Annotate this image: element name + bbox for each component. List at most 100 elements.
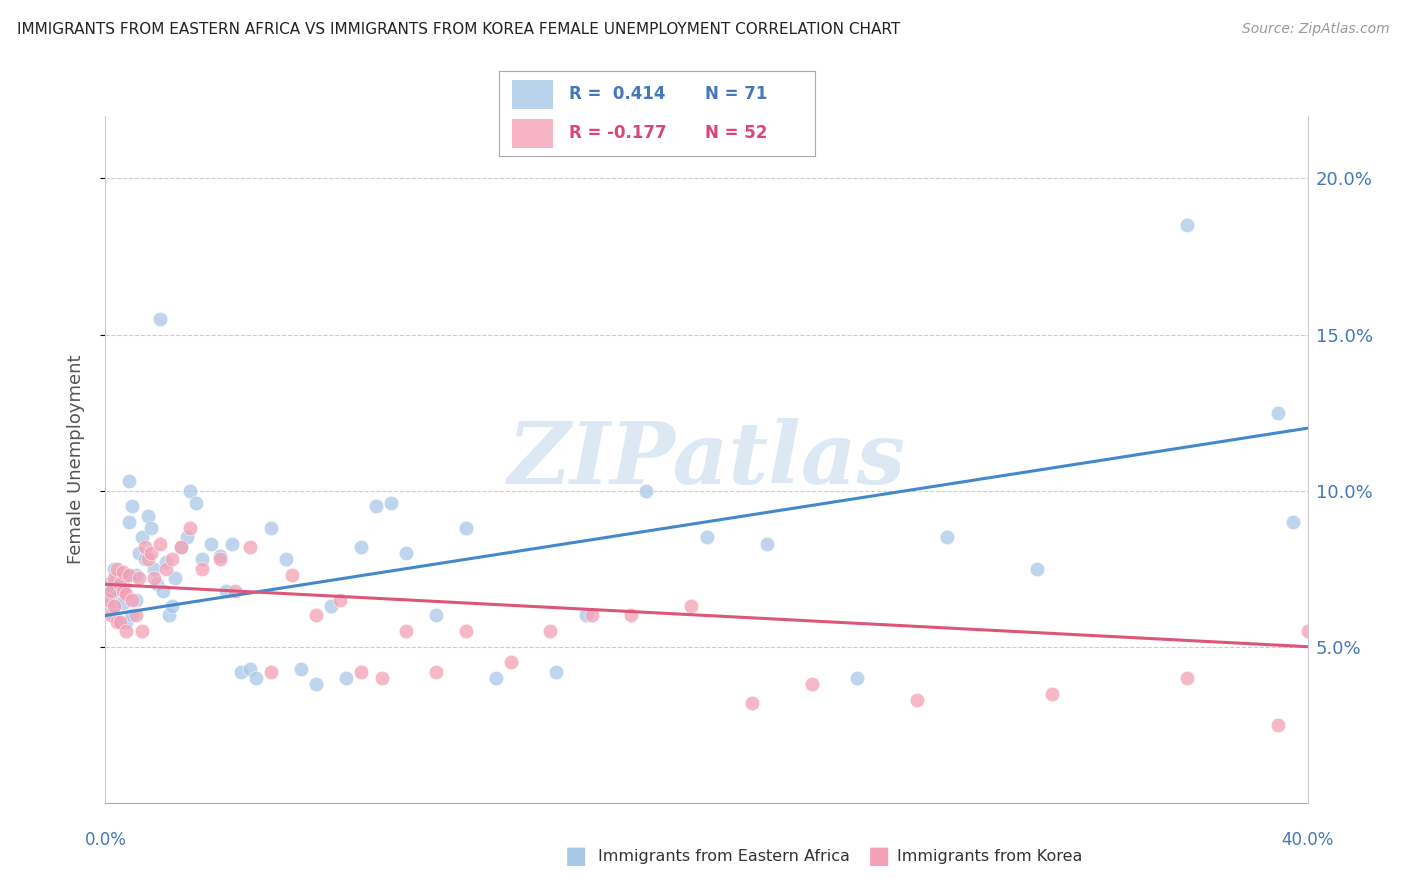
- Point: [157, 608, 180, 623]
- Point: [112, 596, 135, 610]
- Point: [364, 500, 387, 514]
- Point: [128, 571, 150, 585]
- Point: [425, 665, 447, 679]
- Text: Source: ZipAtlas.com: Source: ZipAtlas.com: [1241, 22, 1389, 37]
- Point: [176, 530, 198, 544]
- Y-axis label: Female Unemployment: Female Unemployment: [66, 355, 84, 564]
- Point: [112, 583, 135, 598]
- Point: [115, 587, 138, 601]
- Text: R =  0.414: R = 0.414: [568, 86, 665, 103]
- Point: [538, 624, 561, 639]
- Point: [112, 574, 135, 589]
- Point: [380, 496, 402, 510]
- Point: [136, 552, 159, 566]
- Text: ■: ■: [565, 845, 588, 868]
- Point: [155, 562, 177, 576]
- Text: N = 71: N = 71: [704, 86, 768, 103]
- Point: [281, 568, 304, 582]
- Point: [134, 540, 156, 554]
- Point: [274, 552, 297, 566]
- Point: [179, 521, 201, 535]
- Point: [110, 577, 132, 591]
- Point: [214, 583, 236, 598]
- Point: [160, 552, 183, 566]
- Point: [636, 483, 658, 498]
- Point: [741, 696, 763, 710]
- Point: [124, 568, 146, 582]
- Bar: [512, 119, 553, 147]
- Point: [124, 608, 146, 623]
- Point: [136, 508, 159, 523]
- Point: [139, 546, 162, 560]
- Point: [131, 624, 153, 639]
- Point: [118, 475, 141, 489]
- Point: [290, 662, 312, 676]
- Bar: [512, 80, 553, 109]
- Point: [221, 537, 243, 551]
- Point: [97, 592, 120, 607]
- Point: [208, 549, 231, 564]
- Point: [115, 624, 138, 639]
- Point: [121, 592, 143, 607]
- Point: [755, 537, 778, 551]
- Point: [128, 546, 150, 560]
- Point: [575, 608, 598, 623]
- Point: [190, 562, 212, 576]
- Point: [107, 562, 129, 576]
- Point: [245, 671, 267, 685]
- Text: 40.0%: 40.0%: [1281, 831, 1334, 849]
- Point: [169, 540, 191, 554]
- Point: [118, 568, 141, 582]
- Point: [1281, 515, 1303, 529]
- Point: [190, 552, 212, 566]
- Point: [305, 677, 328, 691]
- Point: [335, 671, 357, 685]
- Point: [163, 571, 186, 585]
- Point: [224, 583, 246, 598]
- Point: [124, 592, 146, 607]
- Point: [160, 599, 183, 614]
- Point: [350, 665, 373, 679]
- Text: R = -0.177: R = -0.177: [568, 124, 666, 142]
- Point: [845, 671, 868, 685]
- Point: [1175, 219, 1198, 233]
- Point: [1267, 406, 1289, 420]
- Point: [134, 552, 156, 566]
- Point: [1267, 717, 1289, 731]
- Point: [103, 571, 125, 585]
- Point: [454, 624, 477, 639]
- Point: [142, 571, 165, 585]
- Point: [501, 655, 523, 669]
- Point: [371, 671, 394, 685]
- Point: [1026, 562, 1049, 576]
- Point: [169, 540, 191, 554]
- Point: [100, 602, 122, 616]
- Point: [107, 615, 129, 629]
- Text: 0.0%: 0.0%: [84, 831, 127, 849]
- Point: [395, 624, 418, 639]
- Point: [936, 530, 959, 544]
- Point: [118, 515, 141, 529]
- Point: [260, 665, 283, 679]
- Point: [395, 546, 418, 560]
- Point: [142, 562, 165, 576]
- Point: [103, 608, 125, 623]
- Point: [107, 571, 129, 585]
- Point: [1175, 671, 1198, 685]
- Point: [905, 692, 928, 706]
- Point: [319, 599, 342, 614]
- Point: [100, 583, 122, 598]
- Point: [145, 577, 167, 591]
- Text: ■: ■: [868, 845, 890, 868]
- Point: [681, 599, 703, 614]
- Point: [229, 665, 252, 679]
- Text: ZIPatlas: ZIPatlas: [508, 417, 905, 501]
- Point: [97, 592, 120, 607]
- Point: [200, 537, 222, 551]
- Point: [239, 662, 262, 676]
- Point: [131, 530, 153, 544]
- Point: [139, 521, 162, 535]
- Point: [110, 577, 132, 591]
- Point: [485, 671, 508, 685]
- Point: [110, 615, 132, 629]
